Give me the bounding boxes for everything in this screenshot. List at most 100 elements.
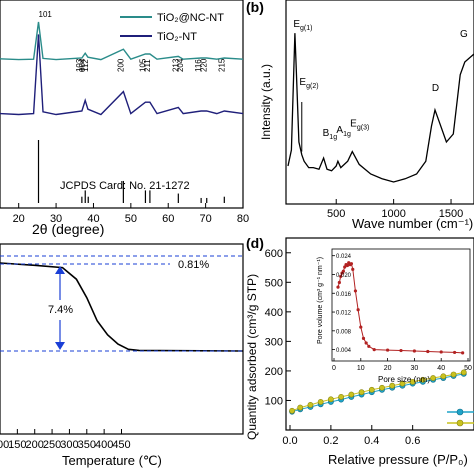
inset-data-point xyxy=(372,348,376,352)
raman-peak-label: Eg(2) xyxy=(299,77,318,90)
raman-frame xyxy=(285,0,474,205)
inset-x-tick-label: 50 xyxy=(464,365,472,372)
bet-data-point xyxy=(297,404,304,411)
xrd-peak-label: 211 xyxy=(143,59,152,72)
xrd-x-tick-label: 50 xyxy=(125,213,137,225)
tga-x-tick-label: 400 xyxy=(95,439,113,451)
inset-y-tick-label: 0.004 xyxy=(336,348,352,354)
inset-y-tick-label: 0.008 xyxy=(336,329,352,335)
raman-peak-label: Eg(3) xyxy=(350,118,369,131)
bet-data-point xyxy=(419,376,426,383)
bet-y-tick-label: 400 xyxy=(265,307,283,319)
bet-x-tick-label: 0.6 xyxy=(405,435,420,447)
inset-y-tick-label: 0.016 xyxy=(336,292,352,298)
inset-data-point xyxy=(367,344,371,348)
inset-data-point xyxy=(341,269,345,273)
tga-frame xyxy=(0,243,244,435)
xrd-peak-label: 105 xyxy=(138,58,147,72)
inset-x-tick-label: 10 xyxy=(357,365,365,372)
tga-x-tick-label: 350 xyxy=(78,439,96,451)
bet-data-point xyxy=(368,386,375,393)
inset-data-point xyxy=(359,325,363,329)
raman-peak-label: G xyxy=(460,29,468,40)
inset-data-point xyxy=(337,280,341,285)
jcpds-label: JCPDS Card: No. 21-1272 xyxy=(60,180,190,192)
bet-data-point xyxy=(289,407,295,414)
bet-frame xyxy=(285,237,474,431)
xrd-series-line-0 xyxy=(0,21,244,61)
tga-x-axis-label: Temperature (℃) xyxy=(62,453,162,468)
inset-data-point xyxy=(461,351,465,355)
bet-y-tick-label: 500 xyxy=(265,277,283,289)
xrd-x-tick-label: 40 xyxy=(87,213,99,225)
bet-data-point xyxy=(399,380,406,387)
inset-x-tick-label: 40 xyxy=(437,365,445,372)
inset-y-tick-label: 0.020 xyxy=(336,273,352,279)
xrd-peak-label: 101 xyxy=(39,10,53,19)
bet-data-point xyxy=(460,369,467,376)
bet-data-point xyxy=(450,371,457,378)
raman-peak-label: B1g xyxy=(323,128,338,141)
xrd-peak-label: 215 xyxy=(217,58,226,72)
inset-y-axis-label: Pore volume (cm³ g⁻¹ nm⁻¹) xyxy=(317,257,324,344)
bet-panel: (d) Quantity adsorbed (cm³/g STP) 0.0 0.2… xyxy=(245,235,474,467)
bet-y-axis-label: Quantity adsorbed (cm³/g STP) xyxy=(245,274,259,440)
inset-data-point xyxy=(399,348,403,353)
inset-data-point xyxy=(343,265,347,269)
raman-panel: (b) Intensity (a.u.) Eg(1) Eg(2) B1gA1gEg(… xyxy=(246,0,474,231)
inset-x-tick-label: 20 xyxy=(384,365,392,372)
bet-data-point xyxy=(338,394,345,400)
xrd-peak-label: 220 xyxy=(200,58,209,72)
inset-data-point xyxy=(351,267,355,271)
tga-line xyxy=(0,262,244,352)
bet-y-tick-label: 300 xyxy=(265,336,283,348)
inset-data-point xyxy=(356,308,360,312)
inset-x-tick-label: 0 xyxy=(332,365,336,372)
raman-x-tick-label: 1000 xyxy=(381,208,405,220)
inset-data-point xyxy=(439,350,443,354)
bet-data-point xyxy=(430,375,437,381)
bet-y-tick-label: 600 xyxy=(265,248,283,260)
tga-arrow-up-head xyxy=(55,266,65,274)
tga-annotation-total-loss: 7.4% xyxy=(48,304,73,316)
tga-x-tick-label: 250 xyxy=(43,439,61,451)
inset-data-point xyxy=(349,262,354,266)
raman-y-axis-label: Intensity (a.u.) xyxy=(259,64,273,140)
xrd-x-axis-label: 2θ (degree) xyxy=(32,221,104,237)
legend-label-tio2-nt: TiO₂-NT xyxy=(157,31,197,43)
bet-x-tick-label: 0.2 xyxy=(323,435,338,447)
raman-peak-label: D xyxy=(432,83,439,94)
tga-x-tick-label: 300 xyxy=(60,439,78,451)
inset-data-point xyxy=(336,285,340,289)
xrd-peak-label: 103 xyxy=(75,58,84,72)
panel-label-b: (b) xyxy=(246,0,264,15)
xrd-x-tick-label: 30 xyxy=(50,213,62,225)
inset-data-point xyxy=(386,348,390,352)
inset-data-point xyxy=(412,349,416,353)
inset-data-point xyxy=(353,289,358,293)
bet-data-point xyxy=(307,401,314,408)
bet-data-point xyxy=(327,396,334,403)
bet-data-point xyxy=(389,382,396,389)
tga-x-tick-label: 450 xyxy=(112,439,130,451)
inset-y-tick-label: 0.012 xyxy=(336,311,352,317)
xrd-peak-label: 213 xyxy=(171,58,180,72)
inset-x-axis-label: Pore size (nm) xyxy=(378,375,430,384)
xrd-legend: TiO₂@NC-NT TiO₂-NT xyxy=(120,12,224,43)
xrd-peak-label: 204 xyxy=(176,58,185,72)
xrd-frame xyxy=(0,0,244,209)
xrd-x-tick-label: 60 xyxy=(162,213,174,225)
tga-x-tick-label: 200 xyxy=(26,439,44,451)
bet-x-axis-label: Relative pressure (P/P₀) xyxy=(328,452,468,467)
raman-x-tick-label: 1500 xyxy=(439,208,463,220)
xrd-x-tick-label: 20 xyxy=(13,213,25,225)
bet-legend xyxy=(447,408,474,427)
raman-x-axis-label: Wave number (cm⁻¹) xyxy=(352,216,473,231)
inset-data-point xyxy=(426,349,430,354)
raman-peak-label: Eg(1) xyxy=(293,19,312,32)
bet-y-tick-label: 100 xyxy=(265,395,283,407)
bet-legend-marker-2 xyxy=(456,419,464,427)
inset-data-point xyxy=(361,336,366,340)
xrd-x-tick-label: 80 xyxy=(237,213,249,225)
